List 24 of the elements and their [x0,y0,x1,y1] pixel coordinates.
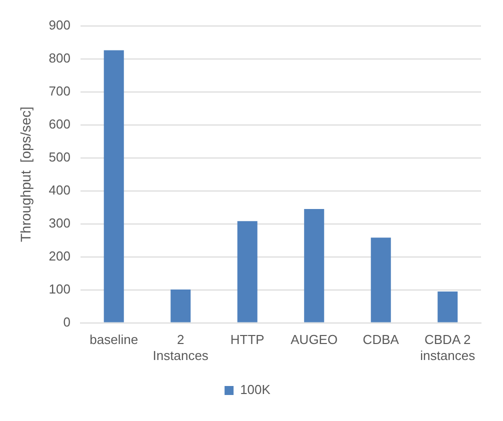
x-tick-label: CDBA [362,332,400,348]
bar [237,221,258,322]
bar [170,289,191,322]
bar [438,291,458,322]
y-tick-label: 800 [48,50,70,66]
y-tick-label: 500 [48,149,70,164]
bar [370,238,391,322]
bar [104,50,124,322]
x-tick-label: HTTP [230,332,264,348]
bar [304,208,324,322]
y-tick-label: 400 [48,182,70,198]
x-tick-label: baseline [90,332,138,348]
y-tick-label: 700 [48,83,70,98]
x-tick-label: AUGEO [290,332,338,348]
y-tick-label: 300 [48,215,70,230]
y-tick-label: 900 [48,17,70,32]
y-tick-label: 200 [48,248,70,264]
y-tick-label: 100 [48,281,70,296]
x-tick-label: CBDA 2 instances [420,332,476,363]
x-tick-label: 2 Instances [152,332,209,363]
y-tick-label: 600 [48,116,70,132]
y-tick-label: 0 [63,314,70,330]
legend-label: 100K [240,382,271,398]
y-axis-title: Throughput [ops/sec] [17,106,34,242]
